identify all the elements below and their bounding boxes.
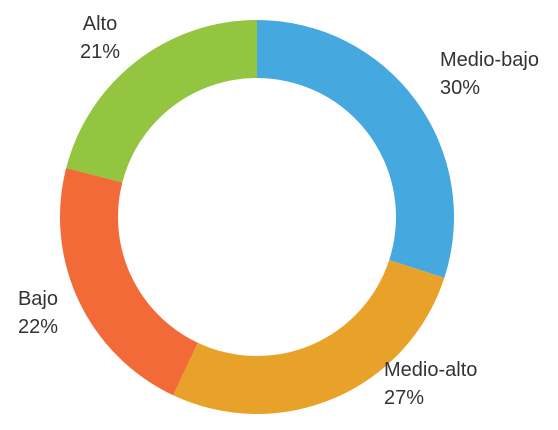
slice-label: Alto [83, 13, 117, 35]
donut-slice [257, 20, 454, 278]
donut-slice [66, 20, 257, 183]
slice-value-label: 30% [440, 77, 480, 99]
slice-value-label: 27% [384, 387, 424, 409]
slice-value-label: 22% [18, 316, 58, 338]
donut-slice [173, 259, 445, 414]
donut-slice [60, 168, 198, 396]
slice-label: Medio-alto [384, 359, 477, 381]
slice-label: Bajo [18, 288, 58, 310]
slice-value-label: 21% [80, 41, 120, 63]
slice-label: Medio-bajo [440, 49, 539, 71]
